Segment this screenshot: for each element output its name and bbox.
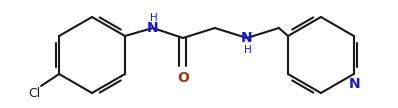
Text: Cl: Cl [28, 87, 40, 100]
Text: N: N [349, 77, 361, 91]
Text: H: H [244, 45, 252, 55]
Text: H: H [150, 13, 158, 23]
Text: O: O [177, 71, 189, 85]
Text: N: N [241, 31, 253, 45]
Text: N: N [147, 21, 159, 35]
